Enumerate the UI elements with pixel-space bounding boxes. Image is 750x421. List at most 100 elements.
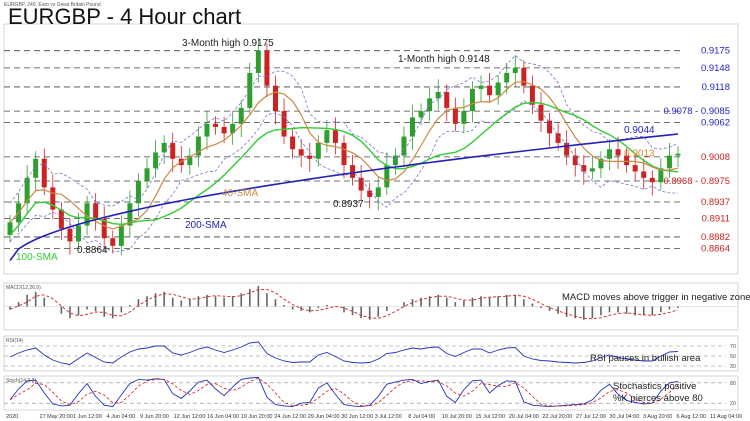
candle-body: [50, 187, 56, 210]
candle-body: [135, 181, 141, 204]
candle-body: [170, 142, 176, 159]
candle-body: [281, 111, 287, 137]
candle-body: [230, 123, 236, 134]
candle-body: [161, 142, 167, 153]
candle-body: [401, 136, 407, 156]
macd-trigger-line: [9, 288, 679, 320]
candle-body: [538, 104, 544, 121]
bollinger-upper: [9, 54, 679, 207]
stochastics-annotation-line2: %K pierces above 80: [613, 393, 703, 404]
candle-body: [375, 187, 381, 197]
rsi-line: [9, 341, 679, 365]
candle-body: [76, 225, 82, 242]
macd-name: MACD(12,26,9): [6, 285, 41, 291]
candle-body: [606, 149, 612, 159]
x-tick-label: 30 Jun 12:00: [341, 414, 373, 420]
level-label: 0.8968 - 0.8975: [663, 176, 730, 187]
candle-body: [367, 190, 373, 197]
annotation-3month-high: 3-Month high 0.9175: [182, 38, 274, 49]
candle-body: [632, 165, 638, 172]
candle-body: [247, 72, 253, 108]
candle-body: [290, 136, 296, 150]
candle-body: [521, 67, 527, 86]
candle-body: [7, 222, 13, 236]
candle-body: [350, 165, 356, 178]
candle-body: [341, 142, 347, 166]
x-tick-label: 10 Jul 20:00: [442, 414, 472, 420]
candle-body: [144, 168, 150, 182]
sma-100-line: [9, 101, 679, 236]
rsi-annotation: RSI pauses in bullish area: [590, 353, 701, 364]
level-label: 0.9008: [701, 152, 730, 163]
candle-body: [675, 153, 681, 156]
candle-body: [418, 111, 424, 118]
level-label: 0.9175: [701, 46, 730, 57]
stochastics-d-line: [9, 377, 679, 407]
candle-body: [110, 238, 116, 246]
candle-body: [118, 225, 124, 246]
candle-body: [24, 177, 30, 204]
candle-body: [487, 85, 493, 96]
x-tick-label: 30 Jul 04:00: [609, 414, 639, 420]
candle-body: [547, 120, 553, 134]
candle-body: [358, 177, 364, 191]
candle-body: [153, 152, 159, 169]
x-tick-label: 1 Jun 12:00: [73, 414, 102, 420]
candle-body: [529, 85, 535, 105]
x-tick-label: 2020: [6, 414, 18, 420]
stochastics-tick-label: 20: [730, 401, 736, 407]
candle-body: [598, 158, 604, 169]
annotation-low-0-8937: 0.8937: [333, 199, 364, 210]
x-tick-label: 19 Jun 20:00: [241, 414, 273, 420]
candle-body: [564, 142, 570, 156]
candle-body: [33, 158, 39, 178]
sma-200-line: [9, 133, 679, 261]
candle-body: [84, 203, 90, 226]
x-tick-label: 29 Jun 04:00: [308, 414, 340, 420]
x-tick-label: 4 Jun 04:00: [107, 414, 136, 420]
stochastics-tick-label: 80: [730, 381, 736, 387]
level-label: 0.8911: [702, 214, 730, 225]
candle-body: [213, 123, 219, 127]
candle-body: [324, 130, 330, 143]
level-label: 0.8882: [701, 232, 730, 243]
candle-body: [658, 168, 664, 183]
candle-body: [187, 155, 193, 166]
candle-body: [221, 126, 227, 134]
current-value-label: 0.9044: [624, 125, 655, 136]
chart-title: EURGBP - 4 Hour chart: [8, 4, 242, 29]
candle-body: [615, 149, 621, 156]
candle-body: [195, 136, 201, 156]
level-label: 0.9148: [701, 63, 730, 74]
candle-body: [101, 219, 107, 239]
annotation-1month-high: 1-Month high 0.9148: [398, 54, 490, 65]
candle-body: [255, 50, 261, 73]
candle-body: [666, 155, 672, 169]
x-axis: 2020 27 May 20:00 1 Jun 12:00 4 Jun 04:00 9 …: [6, 414, 742, 420]
x-tick-label: 16 Jun 04:00: [207, 414, 239, 420]
macd-annotation: MACD moves above trigger in negative zon…: [562, 292, 750, 303]
candle-body: [93, 203, 99, 220]
candle-body: [461, 111, 467, 124]
x-tick-label: 6 Aug 12:00: [676, 414, 705, 420]
candle-body: [572, 155, 578, 166]
price-frame: [3, 23, 739, 275]
stochastics-k-line: [9, 376, 679, 408]
annotation-sma-100: 100-SMA: [16, 252, 58, 263]
candle-body: [495, 82, 501, 96]
rsi-name: RSI(14): [6, 338, 24, 344]
candle-body: [649, 177, 655, 183]
stochastics-panel: Stoch(14,3,3) 80 20 Stochastics positive%K …: [3, 375, 739, 411]
candle-body: [315, 142, 321, 159]
level-label: 0.8864: [701, 243, 730, 254]
candle-body: [332, 130, 338, 143]
annotation-low-0-8864: 0.8864: [77, 245, 108, 256]
candle-body: [589, 168, 595, 172]
level-label: 0.9062: [701, 118, 730, 129]
candle-body: [641, 171, 647, 178]
candle-body: [555, 133, 561, 143]
annotation-sma-40: 40-SMA: [222, 188, 258, 199]
x-tick-label: 22 Jul 20:00: [542, 414, 572, 420]
level-label: 0.9118: [702, 82, 730, 93]
